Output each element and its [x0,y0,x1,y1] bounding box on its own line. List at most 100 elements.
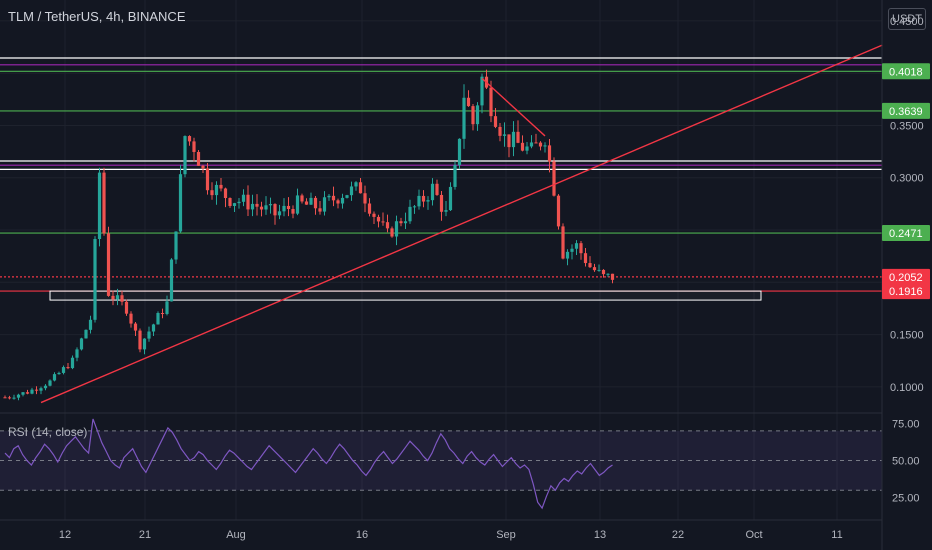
candle-body [327,195,331,198]
trendline [40,44,883,404]
candle-body [597,269,601,271]
time-tick-label: 16 [356,529,368,541]
candle-body [115,295,120,300]
candle-body [169,259,174,302]
candle-body [358,182,363,194]
candle-body [579,243,583,254]
candle-body [120,295,124,302]
price-tick-label: 0.4500 [890,16,924,28]
candle-body [75,349,79,358]
candle-body [88,319,93,330]
price-label: 0.1916 [882,283,930,300]
price-label-text: 0.2052 [889,272,923,284]
candle-body [205,168,210,191]
price-tick-label: 0.1000 [890,382,924,394]
candle-body [529,142,534,147]
time-tick-label: Sep [496,529,516,541]
candle-body [565,251,570,259]
candle-body [453,165,457,187]
rsi-axis: 75.00 50.00 25.00 [892,418,920,504]
trendline [481,77,546,137]
candle-body [457,138,462,166]
candlesticks [3,69,615,401]
price-labels: 0.4018 0.3639 0.2471 0.2052 0.1916 [882,63,930,300]
candle-body [556,195,561,227]
candle-body [561,226,565,259]
candle-body [291,209,295,214]
candle-body [525,146,529,151]
price-label-box [882,102,930,119]
candle-body [507,134,511,148]
currency-unit-button[interactable]: USDT [888,8,926,30]
candle-body [511,131,516,148]
candle-body [3,397,7,399]
candle-body [466,97,471,107]
candle-body [187,136,192,142]
gridlines [0,0,882,520]
candle-body [583,253,588,264]
price-tick-label: 0.3500 [890,120,924,132]
chart-title: TLM / TetherUS, 4h, BINANCE [8,9,186,24]
candle-body [520,142,525,151]
candle-body [313,197,318,209]
time-tick-label: 11 [831,529,842,541]
candle-body [502,134,507,136]
candle-body [295,195,300,214]
candle-body [57,372,61,375]
candle-body [201,165,205,169]
candle-body [133,323,138,331]
candle-body [304,201,309,205]
candle-body [381,221,385,223]
candle-body [52,374,57,381]
price-axis: 0.4500 0.3500 0.3000 0.1500 0.1000 [890,16,924,394]
price-label-text: 0.4018 [889,66,923,78]
candle-body [412,206,417,208]
support-zone-rect [49,290,762,301]
price-label: 0.2052 [882,268,930,285]
candle-body [349,186,354,196]
candle-body [61,367,66,373]
candle-body [345,195,349,198]
time-tick-label: 21 [139,529,151,541]
candle-body [43,385,48,389]
candle-body [489,87,493,117]
candle-body [610,273,615,280]
candle-body [435,183,439,195]
candle-body [480,76,484,106]
candle-body [48,380,52,386]
time-axis: 12 21 Aug 16 Sep 13 22 Oct 11 [59,529,843,541]
candle-body [570,248,574,252]
candle-body [408,206,412,222]
candle-body [376,216,381,222]
candle-body [309,197,313,205]
candle-body [156,313,160,325]
candle-body [84,329,88,339]
candle-body [79,338,84,350]
candle-body [97,172,102,239]
candle-body [196,151,201,166]
price-label-text: 0.3639 [889,106,923,118]
candle-body [12,397,16,399]
candle-body [574,243,579,249]
candle-body [268,204,273,206]
price-label: 0.3639 [882,102,930,119]
candle-body [250,203,255,210]
candle-body [183,136,187,175]
rsi-label: RSI (14, close) [8,425,88,439]
price-label: 0.2471 [882,225,930,242]
candle-body [214,184,219,196]
candle-body [547,145,552,162]
candle-body [160,313,165,315]
candle-body [264,205,268,210]
candle-body [340,197,345,204]
price-label-text: 0.1916 [889,286,923,298]
candle-body [39,388,43,391]
candle-body [259,206,264,210]
candle-body [7,397,12,399]
candle-body [475,105,480,125]
candle-body [129,313,133,324]
rsi-tick-label: 50.00 [892,456,920,468]
candle-body [277,211,282,216]
candle-body [430,183,435,201]
